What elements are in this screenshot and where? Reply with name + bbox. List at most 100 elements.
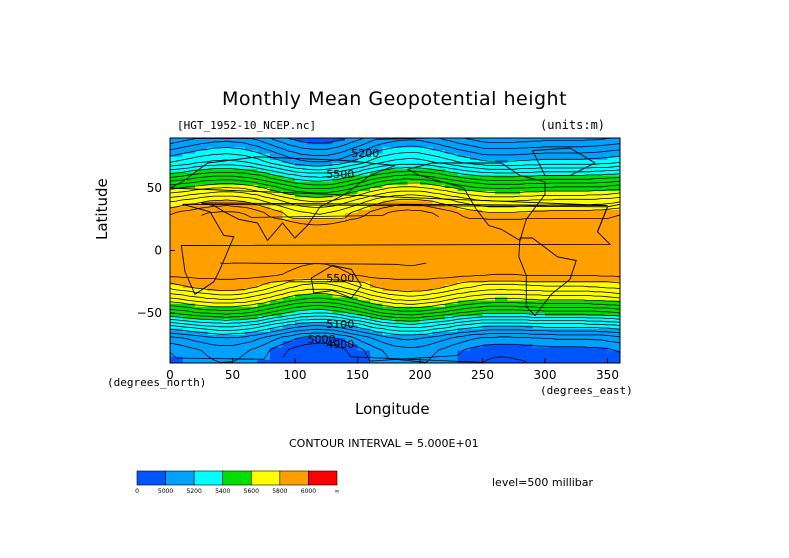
field-cell — [257, 316, 271, 320]
field-cell — [220, 150, 234, 155]
field-cell — [395, 175, 409, 180]
field-cell — [207, 213, 221, 217]
field-cell — [270, 338, 284, 342]
field-cell — [420, 306, 434, 311]
field-cell — [170, 269, 184, 273]
field-cell — [570, 256, 584, 261]
field-cell — [382, 263, 396, 267]
field-cell — [382, 353, 396, 358]
field-cell — [545, 288, 559, 292]
field-cell — [257, 247, 271, 252]
field-cell — [407, 238, 421, 242]
field-cell — [445, 200, 459, 205]
field-cell — [470, 184, 484, 189]
field-cell — [195, 209, 209, 214]
field-cell — [432, 172, 446, 177]
field-cell — [282, 288, 296, 292]
field-cell — [207, 225, 221, 230]
field-cell — [370, 166, 384, 170]
field-cell — [220, 284, 234, 289]
field-cell — [220, 178, 234, 183]
field-cell — [445, 331, 459, 336]
field-cell — [420, 259, 434, 264]
field-cell — [520, 172, 534, 177]
field-cell — [420, 319, 434, 323]
field-cell — [582, 244, 596, 248]
field-cell — [295, 153, 309, 158]
field-cell — [395, 309, 409, 314]
field-cell — [332, 231, 346, 236]
field-cell — [207, 144, 221, 148]
field-cell — [282, 350, 296, 355]
field-cell — [182, 338, 196, 342]
contour-line — [170, 336, 620, 362]
field-cell — [232, 319, 246, 323]
field-cell — [470, 200, 484, 205]
field-cell — [557, 294, 571, 298]
field-cell — [357, 181, 371, 186]
field-cell — [245, 181, 259, 186]
field-cell — [595, 234, 609, 239]
field-cell — [257, 272, 271, 277]
field-cell — [320, 166, 334, 170]
field-cell — [345, 359, 359, 363]
field-cell — [595, 300, 609, 305]
field-cell — [320, 313, 334, 317]
field-cell — [295, 178, 309, 183]
field-cell — [195, 219, 209, 223]
field-cell — [457, 303, 471, 308]
field-cell — [357, 156, 371, 161]
field-cell — [382, 341, 396, 345]
field-cell — [557, 319, 571, 323]
field-cell — [545, 263, 559, 267]
field-cell — [470, 213, 484, 217]
field-cell — [445, 303, 459, 308]
field-cell — [607, 338, 620, 342]
field-cell — [482, 272, 496, 277]
field-cell — [432, 281, 446, 286]
field-cell — [457, 272, 471, 277]
field-cell — [582, 353, 596, 358]
field-cell — [582, 309, 596, 314]
field-cell — [345, 281, 359, 286]
field-cell — [407, 178, 421, 183]
field-cell — [370, 191, 384, 195]
field-cell — [470, 163, 484, 167]
field-cell — [220, 347, 234, 352]
field-cell — [370, 241, 384, 245]
field-cell — [545, 334, 559, 339]
field-cell — [320, 284, 334, 289]
field-cell — [432, 150, 446, 155]
field-cell — [532, 225, 546, 230]
field-cell — [495, 247, 509, 252]
field-cell — [370, 144, 384, 148]
field-cell — [257, 269, 271, 273]
field-cell — [345, 266, 359, 270]
field-cell — [557, 322, 571, 327]
field-cell — [445, 169, 459, 173]
field-cell — [270, 256, 284, 261]
field-cell — [470, 206, 484, 211]
field-cell — [607, 138, 620, 142]
field-cell — [345, 250, 359, 255]
field-cell — [457, 275, 471, 280]
field-cell — [457, 263, 471, 267]
field-cell — [170, 325, 184, 330]
field-cell — [470, 150, 484, 155]
field-cell — [595, 144, 609, 148]
field-cell — [495, 150, 509, 155]
field-cell — [507, 166, 521, 170]
field-cell — [507, 241, 521, 245]
field-cell — [332, 159, 346, 164]
field-cell — [382, 338, 396, 342]
contour-line — [282, 342, 527, 363]
field-cell — [332, 256, 346, 261]
field-cell — [182, 203, 196, 208]
field-cell — [357, 231, 371, 236]
field-cell — [445, 322, 459, 327]
field-cell — [532, 350, 546, 355]
field-cell — [370, 156, 384, 161]
field-cell — [257, 200, 271, 205]
field-cell — [457, 253, 471, 258]
field-cell — [432, 216, 446, 220]
